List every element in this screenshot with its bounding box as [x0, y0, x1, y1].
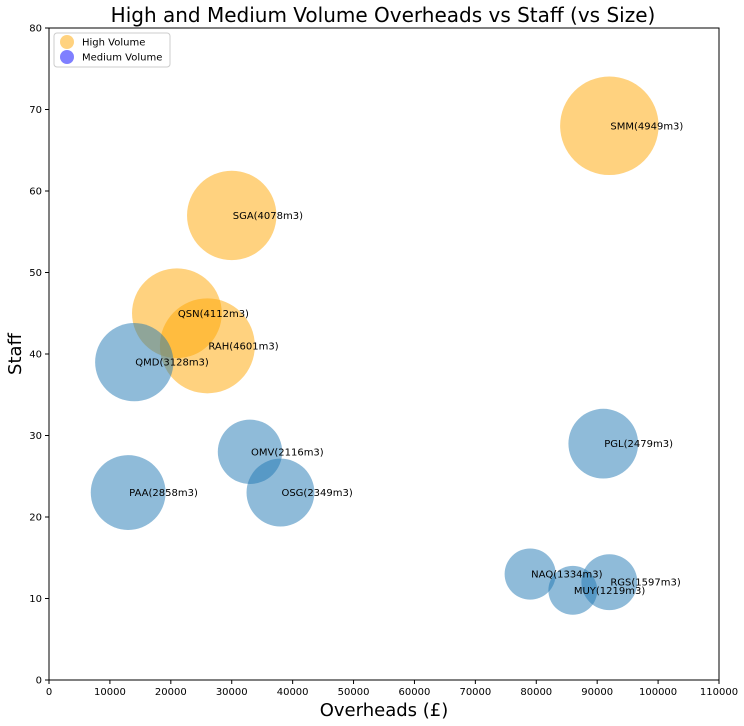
y-tick-label: 40	[29, 350, 42, 361]
bubble-qmd	[95, 323, 174, 402]
bubble-label: PAA(2858m3)	[129, 488, 198, 499]
x-tick-label: 30000	[216, 687, 248, 698]
bubble-osg	[246, 458, 315, 527]
legend-label: High Volume	[82, 38, 145, 49]
bubble-label: SMM(4949m3)	[610, 121, 683, 132]
bubble-label: OSG(2349m3)	[281, 488, 352, 499]
y-axis: 0 10 20 30 40 50 60 70 80	[29, 24, 49, 687]
y-axis-label: Staff	[5, 332, 26, 375]
bubble-label: RGS(1597m3)	[610, 578, 680, 589]
x-axis-label: Overheads (£)	[320, 700, 449, 721]
bubble-muy	[548, 565, 598, 615]
legend: High Volume Medium Volume	[53, 32, 171, 68]
bubble-label: NAQ(1334m3)	[531, 570, 602, 581]
bubble-label: OMV(2116m3)	[251, 447, 324, 458]
bubble-rah	[159, 298, 255, 394]
x-tick-label: 70000	[459, 687, 491, 698]
y-tick-label: 10	[29, 594, 42, 605]
bubble-label: QSN(4112m3)	[178, 309, 249, 320]
chart-title: High and Medium Volume Overheads vs Staf…	[111, 3, 656, 27]
y-tick-label: 60	[29, 187, 42, 198]
bubbles	[90, 76, 659, 615]
bubble-pgl	[568, 408, 639, 479]
y-tick-label: 20	[29, 513, 42, 524]
x-tick-label: 50000	[338, 687, 370, 698]
x-tick-label: 60000	[399, 687, 431, 698]
x-tick-label: 80000	[520, 687, 552, 698]
bubble-label: QMD(3128m3)	[135, 358, 209, 369]
y-tick-label: 80	[29, 24, 42, 35]
bubble-smm	[560, 76, 659, 176]
y-tick-label: 0	[36, 676, 42, 687]
bubble-paa	[90, 455, 166, 530]
x-tick-label: 90000	[581, 687, 613, 698]
legend-box	[53, 32, 171, 68]
y-tick-label: 70	[29, 105, 42, 116]
x-tick-label: 20000	[155, 687, 187, 698]
legend-marker	[60, 35, 74, 49]
x-tick-label: 10000	[94, 687, 126, 698]
point-labels: SMM(4949m3) SGA(4078m3) QSN(4112m3) RAH(460…	[129, 121, 683, 597]
plot-area: SMM(4949m3) SGA(4078m3) QSN(4112m3) RAH(460…	[90, 76, 683, 615]
bubble-label: PGL(2479m3)	[604, 439, 673, 450]
y-tick-label: 30	[29, 431, 42, 442]
bubble-sga	[187, 170, 277, 261]
x-tick-label: 100000	[639, 687, 677, 698]
x-tick-label: 40000	[277, 687, 309, 698]
x-tick-label: 110000	[700, 687, 738, 698]
bubble-naq	[504, 548, 556, 600]
bubble-label: RAH(4601m3)	[208, 341, 278, 352]
y-tick-label: 50	[29, 268, 42, 279]
bubble-label: MUY(1219m3)	[574, 586, 646, 597]
legend-label: Medium Volume	[82, 53, 162, 64]
legend-marker	[60, 50, 74, 64]
x-axis: 0 10000 20000 30000 40000 50000 60000 70000 8000…	[46, 680, 738, 698]
x-tick-label: 0	[46, 687, 52, 698]
bubble-label: SGA(4078m3)	[233, 211, 303, 222]
